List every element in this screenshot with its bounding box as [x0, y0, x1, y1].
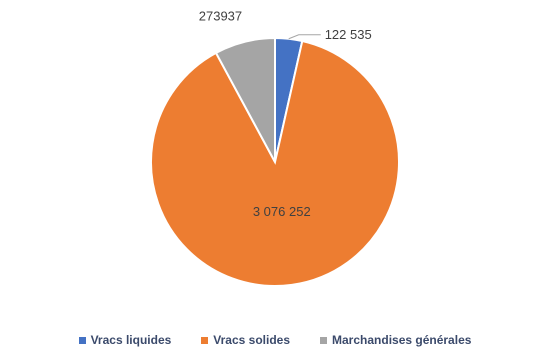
legend-label-marchandises-generales: Marchandises générales	[332, 333, 472, 347]
pie-slice-marchandises-generales	[214, 36, 276, 163]
chart-legend: Vracs liquides Vracs solides Marchandise…	[0, 333, 550, 347]
data-label-vracs-liquides: 122 535	[325, 27, 372, 42]
legend-swatch-marchandises-generales	[320, 336, 328, 344]
pie-chart-plot: 122 535 3 076 252 273937	[150, 8, 400, 287]
legend-swatch-vracs-solides	[201, 336, 209, 344]
legend-label-vracs-liquides: Vracs liquides	[90, 333, 172, 347]
legend-item-marchandises-generales: Marchandises générales	[320, 333, 471, 347]
data-label-vracs-solides: 3 076 252	[253, 204, 311, 219]
data-label-marchandises-generales: 273937	[199, 8, 242, 23]
leader-line-vracs-liquides	[288, 34, 321, 40]
pie-slice-vracs-solides	[150, 39, 400, 287]
legend-label-vracs-solides: Vracs solides	[213, 333, 291, 347]
legend-item-vracs-solides: Vracs solides	[201, 333, 290, 347]
legend-swatch-vracs-liquides	[78, 336, 86, 344]
legend-item-vracs-liquides: Vracs liquides	[78, 333, 172, 347]
